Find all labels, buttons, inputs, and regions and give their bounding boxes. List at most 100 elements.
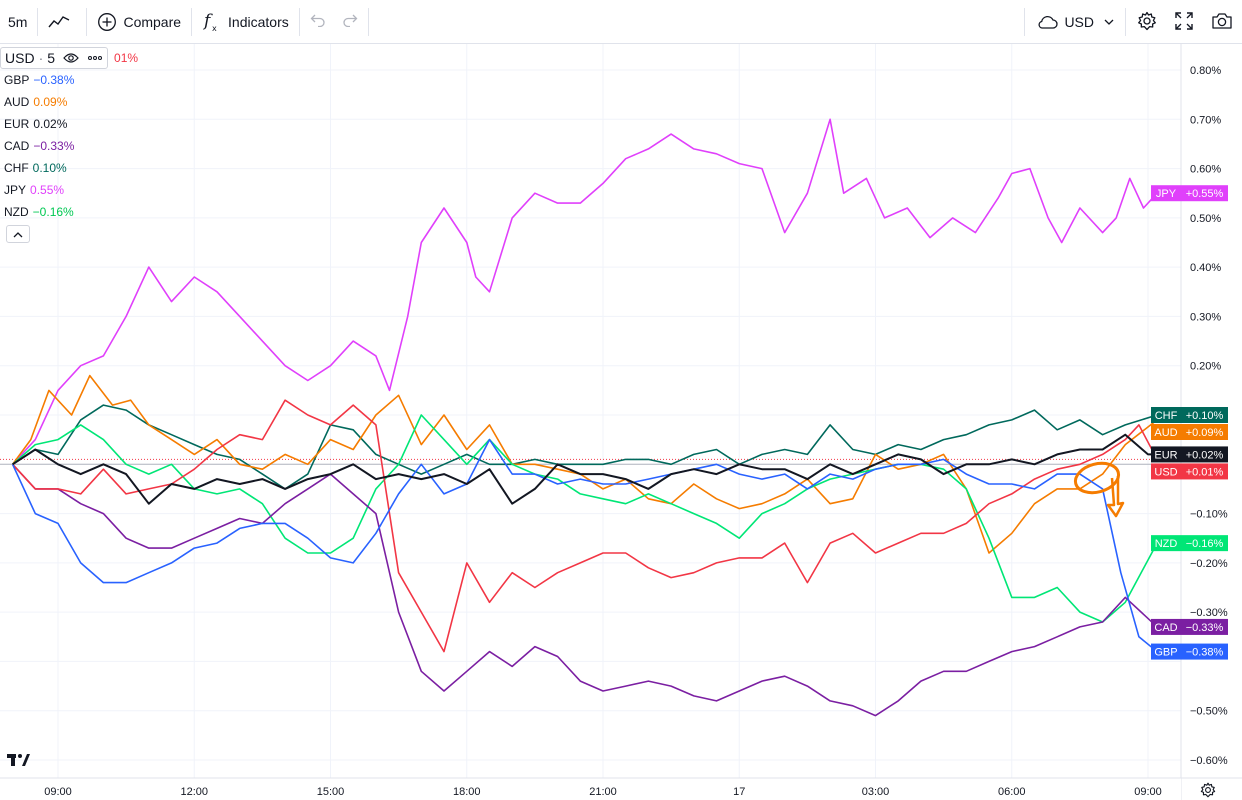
eye-icon[interactable]: [63, 52, 79, 64]
svg-text:x: x: [212, 24, 217, 33]
axis-tag-symbol: CHF: [1155, 410, 1178, 422]
axis-tag-symbol: USD: [1154, 466, 1177, 478]
svg-text:f: f: [202, 11, 213, 31]
camera-icon: [1211, 12, 1233, 33]
axis-tag-symbol: NZD: [1155, 538, 1178, 550]
axis-settings-icon[interactable]: [1200, 782, 1216, 800]
legend-row-chf[interactable]: CHF 0.10%: [0, 157, 138, 179]
axis-tag-symbol: AUD: [1154, 427, 1177, 439]
legend-row-eur[interactable]: EUR 0.02%: [0, 113, 138, 135]
axis-tag-symbol-bg: [1151, 446, 1181, 463]
settings-button[interactable]: [1128, 0, 1166, 44]
legend-value: 0.10%: [32, 161, 67, 175]
redo-button[interactable]: [334, 0, 366, 44]
series-line-aud[interactable]: [11, 374, 1158, 554]
series-line-chf[interactable]: [12, 404, 1158, 490]
series-line-usd[interactable]: [12, 399, 1158, 653]
axis-tag-usd: USD +0.01%: [1151, 463, 1228, 480]
toolbar-divider: [191, 7, 193, 36]
undo-button[interactable]: [302, 0, 334, 44]
axis-tag-value: −0.16%: [1186, 538, 1224, 550]
price-axis-label: 0.30%: [1190, 311, 1221, 323]
toolbar-divider: [1125, 8, 1126, 36]
axis-tag-cad: CAD −0.33%: [1151, 618, 1228, 635]
series-line-eur[interactable]: [12, 433, 1158, 505]
price-axis-label: 0.40%: [1190, 262, 1221, 274]
currency-selector[interactable]: USD: [1027, 0, 1123, 44]
series-line-nzd[interactable]: [12, 414, 1158, 623]
axis-tag-symbol: EUR: [1154, 449, 1177, 461]
toolbar-divider: [37, 7, 39, 36]
legend-name: NZD: [4, 205, 29, 219]
gear-icon: [1137, 11, 1157, 34]
toolbar-right-group: USD: [1022, 0, 1242, 44]
main-symbol-box[interactable]: USD · 5: [0, 47, 109, 69]
axis-tag-symbol-bg: [1151, 618, 1181, 635]
main-symbol: USD: [5, 50, 35, 66]
axis-tag-symbol: CAD: [1154, 622, 1177, 634]
axis-tag-symbol-bg: [1151, 535, 1181, 552]
time-axis-label: 15:00: [317, 786, 345, 798]
legend-row-nzd[interactable]: NZD −0.16%: [0, 201, 138, 223]
price-axis-label: 0.50%: [1190, 213, 1221, 225]
axis-tag-symbol-bg: [1151, 463, 1181, 480]
axis-tag-symbol-bg: [1151, 407, 1181, 423]
annotation-arrow[interactable]: [1106, 476, 1125, 518]
axis-tag-value: +0.10%: [1186, 410, 1224, 422]
axis-tag-symbol-bg: [1151, 185, 1181, 202]
legend-row-gbp[interactable]: GBP −0.38%: [0, 69, 138, 91]
axis-tag-symbol-bg: [1151, 424, 1181, 440]
main-change-value: 01%: [114, 51, 139, 65]
axis-tag-value: +0.02%: [1186, 449, 1224, 461]
comparison-chart[interactable]: 0.80% 0.70% 0.60% 0.50% 0.40% 0.30% 0.20% −0.10…: [0, 44, 1242, 800]
time-axis-label: 06:00: [998, 786, 1026, 798]
price-axis-label: 0.70%: [1190, 114, 1221, 126]
axis-tag-value: −0.38%: [1186, 647, 1224, 659]
time-axis-label: 17: [733, 786, 745, 798]
annotation-circle[interactable]: [1072, 459, 1122, 497]
snapshot-button[interactable]: [1202, 0, 1242, 44]
chevron-down-icon: [1104, 18, 1114, 26]
symbol-separator: ·: [38, 50, 44, 66]
legend-collapse-button[interactable]: [6, 225, 30, 243]
legend-value: −0.16%: [32, 205, 74, 219]
time-axis-label: 12:00: [180, 786, 208, 798]
price-axis-label: −0.50%: [1190, 706, 1228, 718]
interval-button[interactable]: 5m: [8, 13, 28, 30]
legend-row-cad[interactable]: CAD −0.33%: [0, 135, 138, 157]
series-line-jpy[interactable]: [12, 118, 1158, 465]
compare-label: Compare: [123, 13, 182, 30]
more-icon[interactable]: [87, 55, 103, 61]
toolbar-divider: [86, 7, 88, 36]
redo-icon: [342, 13, 358, 30]
legend-name: CAD: [4, 139, 30, 153]
axis-tag-nzd: NZD −0.16%: [1151, 535, 1228, 552]
tradingview-logo[interactable]: [6, 748, 30, 772]
axis-tag-jpy: JPY +0.55%: [1151, 185, 1228, 202]
series-line-cad[interactable]: [12, 463, 1158, 717]
axis-tag-value-bg: [1181, 185, 1228, 202]
time-axis-label: 03:00: [862, 786, 890, 798]
legend-row-aud[interactable]: AUD 0.09%: [0, 91, 138, 113]
toolbar-divider: [367, 7, 369, 36]
legend-value: −0.38%: [33, 73, 75, 87]
legend-value: 0.09%: [33, 95, 68, 109]
chart-style-button[interactable]: [40, 0, 84, 44]
time-axis-label: 09:00: [44, 786, 72, 798]
series-legend: USD · 5 01% GBP −0.38% AUD 0.09% EUR 0.02% …: [0, 47, 138, 223]
legend-row-jpy[interactable]: JPY 0.55%: [0, 179, 138, 201]
fullscreen-icon: [1175, 11, 1193, 33]
indicators-label: Indicators: [228, 13, 289, 30]
axis-tag-value: +0.09%: [1186, 427, 1224, 439]
fullscreen-button[interactable]: [1166, 0, 1202, 44]
axis-tag-value-bg: [1181, 424, 1228, 440]
compare-button[interactable]: Compare: [89, 0, 189, 44]
legend-rows: GBP −0.38% AUD 0.09% EUR 0.02% CAD −0.33% CH…: [0, 69, 138, 223]
series-line-gbp[interactable]: [11, 438, 1158, 653]
legend-name: JPY: [4, 183, 27, 197]
axis-tag-chf: CHF +0.10%: [1151, 407, 1228, 423]
axis-tag-eur: EUR +0.02%: [1151, 446, 1228, 463]
